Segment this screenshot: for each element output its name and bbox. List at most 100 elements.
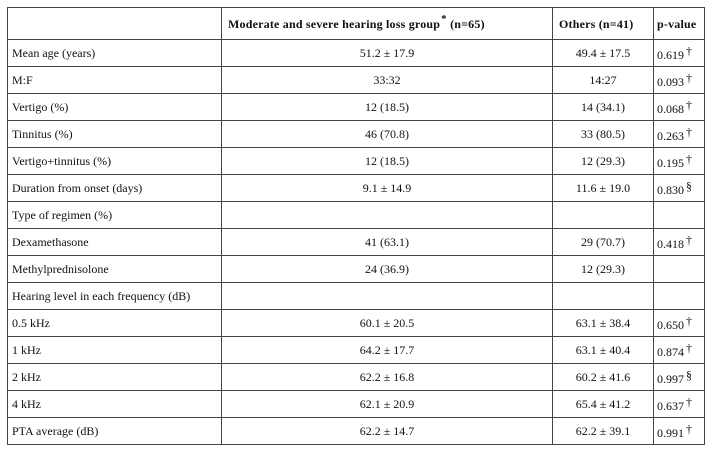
row-label: 1 kHz — [7, 336, 222, 364]
p-value-cell: 0.874 † — [653, 336, 705, 364]
p-value-footnote-mark: † — [686, 395, 692, 409]
p-value-footnote-mark: † — [686, 71, 692, 85]
row-label: Methylprednisolone — [7, 255, 222, 283]
group-value: 9.1 ± 14.9 — [221, 174, 553, 202]
p-value-cell: 0.997 § — [653, 363, 705, 391]
table-row: Vertigo+tinnitus (%) 12 (18.5) 12 (29.3) 0.… — [7, 147, 705, 175]
others-value: 11.6 ± 19.0 — [552, 174, 654, 202]
row-label: 0.5 kHz — [7, 309, 222, 337]
others-value: 60.2 ± 41.6 — [552, 363, 654, 391]
table-row: Mean age (years) 51.2 ± 17.9 49.4 ± 17.5 0.… — [7, 39, 705, 67]
p-value: 0.830 — [657, 183, 684, 197]
p-value-cell: 0.195 † — [653, 147, 705, 175]
group-value: 51.2 ± 17.9 — [221, 39, 553, 67]
row-label: M:F — [7, 66, 222, 94]
header-others-n: (n=41) — [598, 16, 634, 31]
table-row: Tinnitus (%) 46 (70.8) 33 (80.5) 0.263 † — [7, 120, 705, 148]
header-group-mark: * — [441, 12, 447, 25]
group-value: 24 (36.9) — [221, 255, 553, 283]
others-value: 65.4 ± 41.2 — [552, 390, 654, 418]
p-value-footnote-mark: § — [686, 179, 692, 193]
p-value-cell — [653, 282, 705, 310]
p-value: 0.637 — [657, 399, 684, 413]
p-value: 0.997 — [657, 372, 684, 386]
p-value: 0.874 — [657, 345, 684, 359]
table-row: M:F 33:32 14:27 0.093 † — [7, 66, 705, 94]
row-label: 4 kHz — [7, 390, 222, 418]
group-value: 62.2 ± 16.8 — [221, 363, 553, 391]
p-value-footnote-mark: § — [686, 368, 692, 382]
others-value: 49.4 ± 17.5 — [552, 39, 654, 67]
others-value: 12 (29.3) — [552, 255, 654, 283]
others-value: 62.2 ± 39.1 — [552, 417, 654, 445]
table-row: Vertigo (%) 12 (18.5) 14 (34.1) 0.068 † — [7, 93, 705, 121]
p-value: 0.418 — [657, 237, 684, 251]
p-value-footnote-mark: † — [686, 125, 692, 139]
others-value — [552, 201, 654, 229]
p-value-cell: 0.619 † — [653, 39, 705, 67]
p-value: 0.195 — [657, 156, 684, 170]
p-value-footnote-mark: † — [686, 44, 692, 58]
p-value-cell: 0.650 † — [653, 309, 705, 337]
row-label: Tinnitus (%) — [7, 120, 222, 148]
p-value-cell: 0.093 † — [653, 66, 705, 94]
row-label: PTA average (dB) — [7, 417, 222, 445]
group-value: 12 (18.5) — [221, 93, 553, 121]
header-others-label: Others — [559, 16, 596, 31]
p-value: 0.263 — [657, 129, 684, 143]
row-label: Vertigo+tinnitus (%) — [7, 147, 222, 175]
results-table: Moderate and severe hearing loss group* … — [7, 7, 705, 445]
p-value-cell — [653, 255, 705, 283]
p-value-footnote-mark: † — [686, 341, 692, 355]
p-value-cell: 0.637 † — [653, 390, 705, 418]
p-value: 0.991 — [657, 426, 684, 440]
p-value: 0.093 — [657, 75, 684, 89]
others-value: 29 (70.7) — [552, 228, 654, 256]
p-value-cell: 0.068 † — [653, 93, 705, 121]
table-row: Duration from onset (days) 9.1 ± 14.9 11.6… — [7, 174, 705, 202]
group-value: 41 (63.1) — [221, 228, 553, 256]
p-value-cell: 0.263 † — [653, 120, 705, 148]
p-value-footnote-mark: † — [686, 314, 692, 328]
row-label: Hearing level in each frequency (dB) — [7, 282, 222, 310]
group-value: 64.2 ± 17.7 — [221, 336, 553, 364]
p-value-footnote-mark: † — [686, 98, 692, 112]
header-others: Others (n=41) — [552, 7, 654, 40]
others-value: 14 (34.1) — [552, 93, 654, 121]
group-value: 62.1 ± 20.9 — [221, 390, 553, 418]
p-value-cell — [653, 201, 705, 229]
p-value-cell: 0.418 † — [653, 228, 705, 256]
table-row: 2 kHz 62.2 ± 16.8 60.2 ± 41.6 0.997 § — [7, 363, 705, 391]
table-header-row: Moderate and severe hearing loss group* … — [7, 7, 705, 40]
table-body: Mean age (years) 51.2 ± 17.9 49.4 ± 17.5 0.… — [7, 39, 705, 445]
row-label: Type of regimen (%) — [7, 201, 222, 229]
header-group-label: Moderate and severe hearing loss group — [228, 16, 441, 31]
group-value: 46 (70.8) — [221, 120, 553, 148]
table-row: PTA average (dB) 62.2 ± 14.7 62.2 ± 39.1 0.… — [7, 417, 705, 445]
others-value: 33 (80.5) — [552, 120, 654, 148]
group-value — [221, 282, 553, 310]
p-value: 0.650 — [657, 318, 684, 332]
table-row: Type of regimen (%) — [7, 201, 705, 229]
group-value: 60.1 ± 20.5 — [221, 309, 553, 337]
others-value: 63.1 ± 38.4 — [552, 309, 654, 337]
table-row: 4 kHz 62.1 ± 20.9 65.4 ± 41.2 0.637 † — [7, 390, 705, 418]
row-label: Duration from onset (days) — [7, 174, 222, 202]
p-value-cell: 0.830 § — [653, 174, 705, 202]
group-value — [221, 201, 553, 229]
others-value: 63.1 ± 40.4 — [552, 336, 654, 364]
p-value-footnote-mark: † — [686, 152, 692, 166]
others-value — [552, 282, 654, 310]
row-label: 2 kHz — [7, 363, 222, 391]
p-value: 0.068 — [657, 102, 684, 116]
others-value: 14:27 — [552, 66, 654, 94]
row-label: Vertigo (%) — [7, 93, 222, 121]
table-container: Moderate and severe hearing loss group* … — [7, 7, 705, 445]
p-value-footnote-mark: † — [686, 233, 692, 247]
p-value-cell: 0.991 † — [653, 417, 705, 445]
table-row: Dexamethasone 41 (63.1) 29 (70.7) 0.418 † — [7, 228, 705, 256]
row-label: Dexamethasone — [7, 228, 222, 256]
others-value: 12 (29.3) — [552, 147, 654, 175]
group-value: 62.2 ± 14.7 — [221, 417, 553, 445]
header-pvalue: p-value — [653, 7, 705, 40]
